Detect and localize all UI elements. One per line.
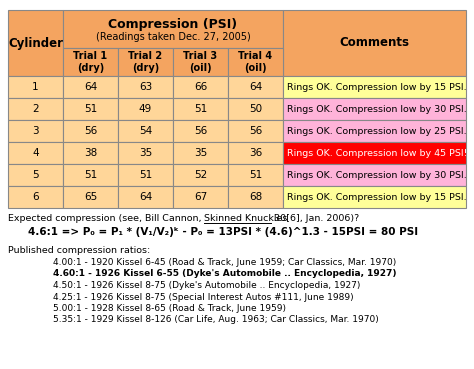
Bar [228,142,283,164]
Bar [63,142,118,164]
Text: Trial 2
(dry): Trial 2 (dry) [128,51,163,73]
Bar [283,164,466,186]
Text: 54: 54 [139,126,152,136]
Text: 4.00:1 - 1920 Kissel 6-45 (Road & Track, June 1959; Car Classics, Mar. 1970): 4.00:1 - 1920 Kissel 6-45 (Road & Track,… [53,258,396,267]
Text: 4.50:1 - 1926 Kissel 8-75 (Dyke's Automobile .. Encyclopedia, 1927): 4.50:1 - 1926 Kissel 8-75 (Dyke's Automo… [53,281,360,290]
Bar [173,76,228,98]
Bar [118,48,173,76]
Bar [118,142,173,164]
Text: Trial 1
(dry): Trial 1 (dry) [73,51,108,73]
Bar [8,186,63,208]
Text: Rings OK. Compression low by 25 PSI.: Rings OK. Compression low by 25 PSI. [287,127,466,135]
Text: Rings OK. Compression low by 30 PSI.: Rings OK. Compression low by 30 PSI. [287,104,467,114]
Text: (Readings taken Dec. 27, 2005): (Readings taken Dec. 27, 2005) [96,32,250,42]
Bar [118,98,173,120]
Bar [118,76,173,98]
Bar [283,98,466,120]
Text: 56: 56 [249,126,262,136]
Bar [118,186,173,208]
Text: 4.60:1 - 1926 Kissel 6-55 (Dyke's Automobile .. Encyclopedia, 1927): 4.60:1 - 1926 Kissel 6-55 (Dyke's Automo… [53,269,396,279]
Bar [63,76,118,98]
Text: 6: 6 [32,192,39,202]
Bar [283,186,466,208]
Bar [228,164,283,186]
Bar [173,98,228,120]
Bar [283,10,466,76]
Text: 5: 5 [32,170,39,180]
Bar [118,120,173,142]
Bar [283,120,466,142]
Bar [63,48,118,76]
Text: 66: 66 [194,82,207,92]
Bar [8,164,63,186]
Text: 4.6:1 => P₀ = P₁ * (V₁/V₂)ᵏ - P₀ = 13PSI * (4.6)^1.3 - 15PSI = 80 PSI: 4.6:1 => P₀ = P₁ * (V₁/V₂)ᵏ - P₀ = 13PSI… [28,227,418,237]
Text: 64: 64 [84,82,97,92]
Bar [63,164,118,186]
Bar [63,98,118,120]
Bar [173,48,228,76]
Text: 51: 51 [84,104,97,114]
Text: Trial 3
(oil): Trial 3 (oil) [183,51,218,73]
Text: 49: 49 [139,104,152,114]
Bar [63,186,118,208]
Bar [228,120,283,142]
Text: 50: 50 [249,104,262,114]
Bar [8,76,63,98]
Text: 1: 1 [32,82,39,92]
Text: Trial 4
(oil): Trial 4 (oil) [238,51,273,73]
Text: 4.25:1 - 1926 Kissel 8-75 (Special Interest Autos #111, June 1989): 4.25:1 - 1926 Kissel 8-75 (Special Inter… [53,293,354,301]
Text: 5.35:1 - 1929 Kissel 8-126 (Car Life, Aug. 1963; Car Classics, Mar. 1970): 5.35:1 - 1929 Kissel 8-126 (Car Life, Au… [53,315,379,324]
Text: 63: 63 [139,82,152,92]
Bar [283,142,466,164]
Bar [228,48,283,76]
Text: 68: 68 [249,192,262,202]
Bar [173,120,228,142]
Bar [228,186,283,208]
Text: 51: 51 [84,170,97,180]
Text: 3: 3 [32,126,39,136]
Text: 51: 51 [139,170,152,180]
Text: 30[6], Jan. 2006)?: 30[6], Jan. 2006)? [271,214,359,223]
Bar [8,98,63,120]
Text: Comments: Comments [339,37,410,49]
Text: Cylinder: Cylinder [8,37,63,49]
Text: Rings OK. Compression low by 15 PSI.: Rings OK. Compression low by 15 PSI. [287,83,466,92]
Bar [228,76,283,98]
Text: 64: 64 [139,192,152,202]
Text: Compression (PSI): Compression (PSI) [109,18,237,31]
Bar [63,10,283,48]
Text: Rings OK. Compression low by 15 PSI.: Rings OK. Compression low by 15 PSI. [287,193,466,201]
Bar [173,142,228,164]
Text: 35: 35 [139,148,152,158]
Text: Rings OK. Compression low by 45 PSI!: Rings OK. Compression low by 45 PSI! [287,148,467,158]
Text: 35: 35 [194,148,207,158]
Text: 65: 65 [84,192,97,202]
Text: Published compression ratios:: Published compression ratios: [8,246,150,255]
Text: 2: 2 [32,104,39,114]
Text: Expected compression (see, Bill Cannon,: Expected compression (see, Bill Cannon, [8,214,204,223]
Bar [173,186,228,208]
Bar [228,98,283,120]
Text: 64: 64 [249,82,262,92]
Bar [118,164,173,186]
Text: 4: 4 [32,148,39,158]
Bar [283,76,466,98]
Bar [8,10,63,76]
Text: 51: 51 [249,170,262,180]
Bar [63,120,118,142]
Text: 56: 56 [84,126,97,136]
Bar [173,164,228,186]
Bar [8,120,63,142]
Text: 67: 67 [194,192,207,202]
Text: 38: 38 [84,148,97,158]
Text: 56: 56 [194,126,207,136]
Text: 36: 36 [249,148,262,158]
Text: Skinned Knuckles: Skinned Knuckles [204,214,287,223]
Text: 52: 52 [194,170,207,180]
Text: 5.00:1 - 1928 Kissel 8-65 (Road & Track, June 1959): 5.00:1 - 1928 Kissel 8-65 (Road & Track,… [53,304,286,313]
Bar [8,142,63,164]
Text: Rings OK. Compression low by 30 PSI.: Rings OK. Compression low by 30 PSI. [287,170,467,179]
Text: 51: 51 [194,104,207,114]
